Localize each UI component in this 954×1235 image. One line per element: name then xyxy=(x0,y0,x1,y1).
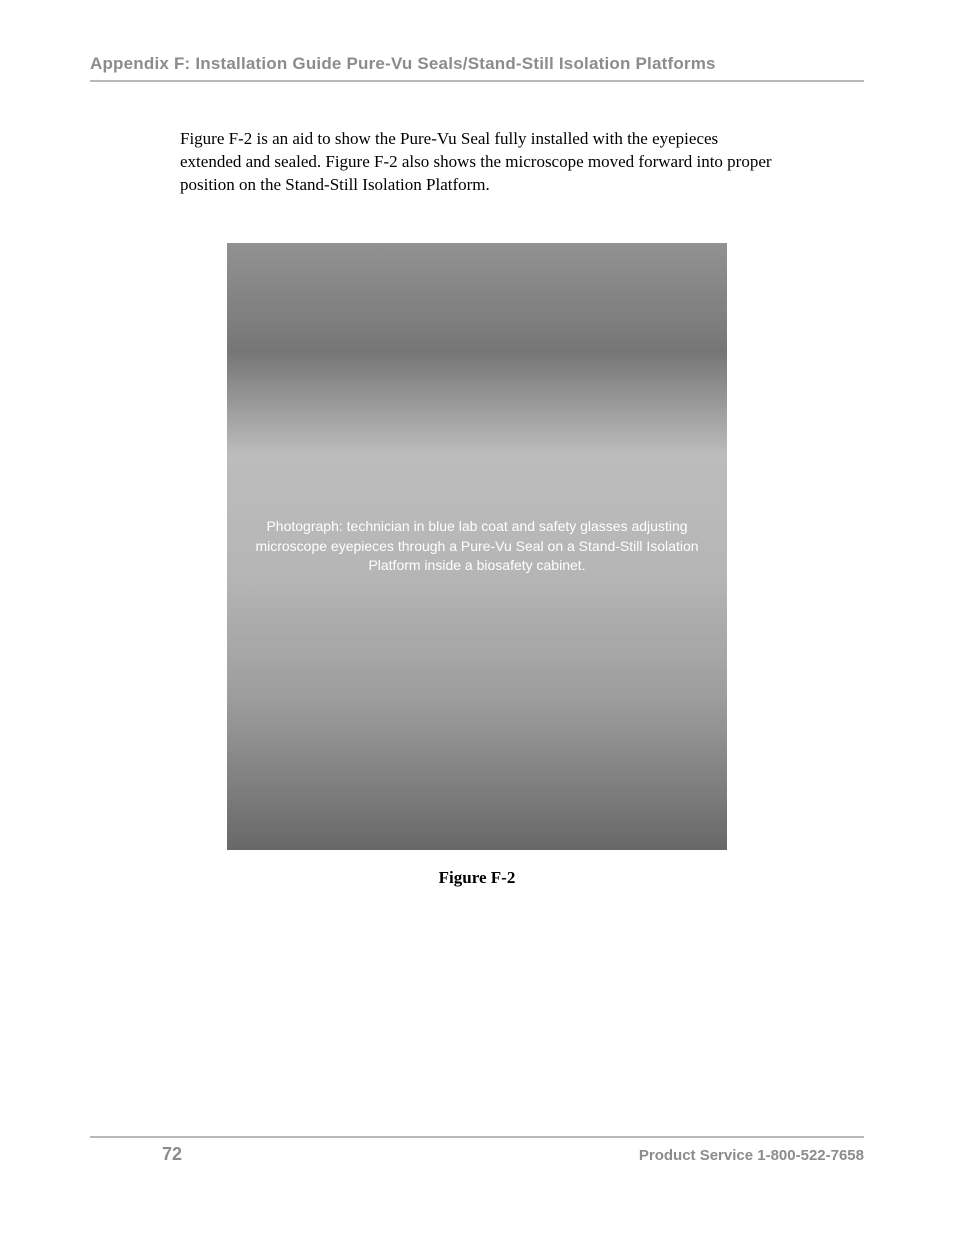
page: Appendix F: Installation Guide Pure-Vu S… xyxy=(0,0,954,1235)
page-number: 72 xyxy=(162,1144,182,1165)
footer-rule xyxy=(90,1136,864,1138)
header-title: Appendix F: Installation Guide Pure-Vu S… xyxy=(90,54,864,74)
header-rule xyxy=(90,80,864,82)
product-service-text: Product Service 1-800-522-7658 xyxy=(639,1147,864,1164)
figure-wrap: Photograph: technician in blue lab coat … xyxy=(227,243,727,888)
body-paragraph: Figure F-2 is an aid to show the Pure-Vu… xyxy=(180,128,774,197)
footer-row: 72 Product Service 1-800-522-7658 xyxy=(90,1144,864,1165)
figure-alt-text: Photograph: technician in blue lab coat … xyxy=(227,243,727,850)
figure-image: Photograph: technician in blue lab coat … xyxy=(227,243,727,850)
footer: 72 Product Service 1-800-522-7658 xyxy=(90,1136,864,1165)
figure-caption: Figure F-2 xyxy=(227,868,727,888)
